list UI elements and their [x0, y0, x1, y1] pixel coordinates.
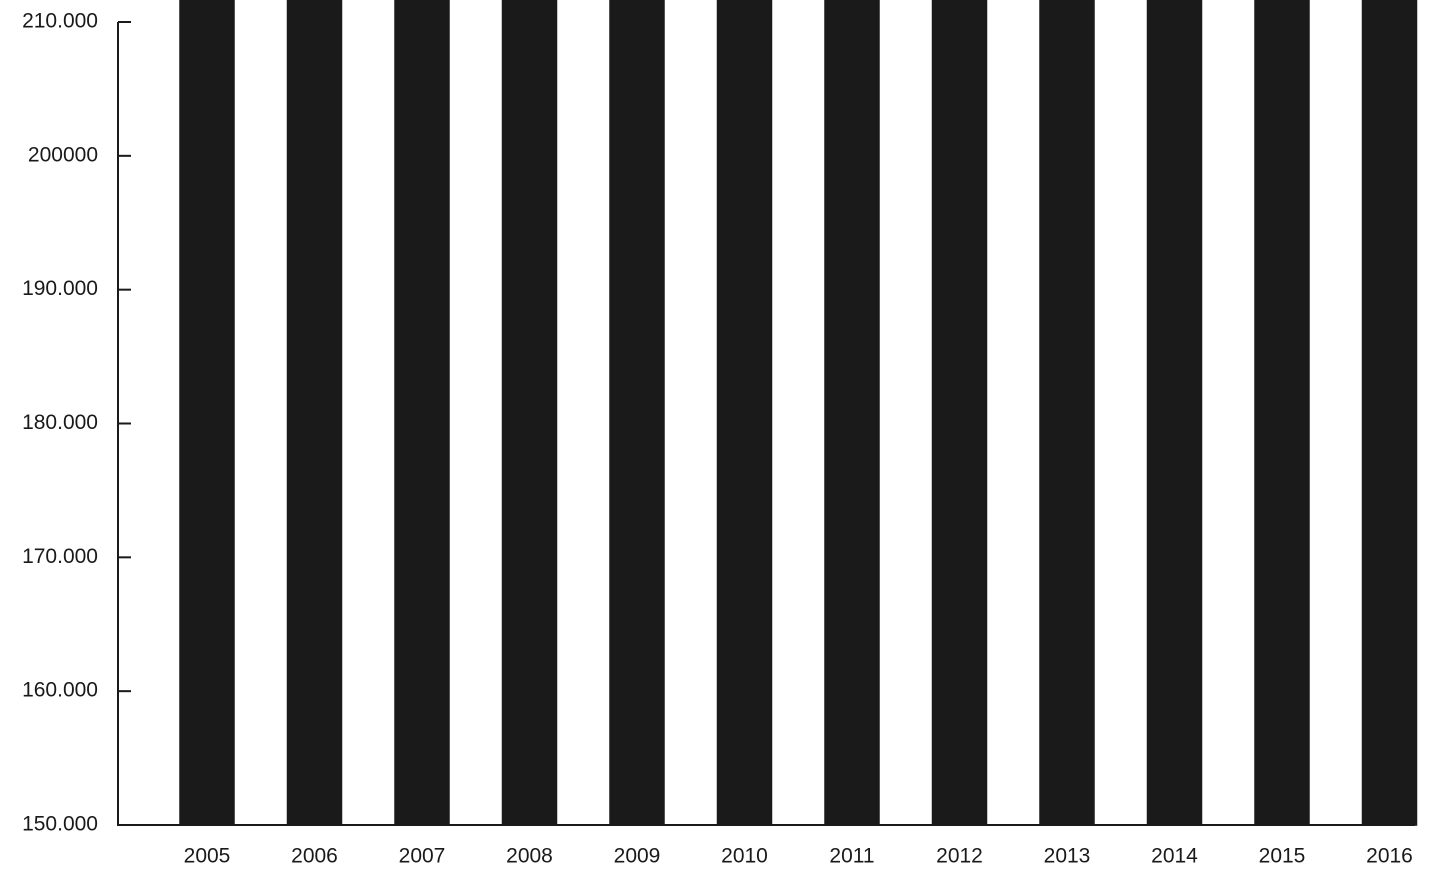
x-tick-label: 2016	[1366, 845, 1413, 868]
bar-segment	[1146, 0, 1203, 826]
y-tick-label: 170.000	[22, 545, 98, 568]
bar-segment	[394, 0, 450, 826]
y-tick-label: 190.000	[22, 277, 98, 300]
bar-segment	[931, 0, 988, 826]
x-tick-label: 2007	[399, 845, 446, 868]
x-tick-label: 2011	[829, 845, 874, 868]
x-tick-label: 2005	[184, 845, 231, 868]
bar-segment	[1039, 0, 1095, 826]
x-tick-label: 2012	[936, 845, 983, 868]
bar-segment	[1254, 0, 1310, 826]
x-tick-label: 2010	[721, 845, 768, 868]
x-tick-label: 2008	[506, 845, 553, 868]
y-tick-label: 210.000	[22, 10, 98, 33]
x-tick-label: 2006	[291, 845, 338, 868]
x-tick-label: 2009	[614, 845, 661, 868]
bar-segment	[179, 0, 235, 826]
y-tick-label: 200000	[28, 143, 98, 166]
bar-segment	[1361, 0, 1418, 826]
y-tick-label: 160.000	[22, 679, 98, 702]
bar-segment	[609, 0, 665, 826]
bar-segment	[286, 0, 343, 826]
bar-segment	[824, 0, 880, 826]
y-tick-label: 180.000	[22, 411, 98, 434]
x-tick-label: 2014	[1151, 845, 1198, 868]
x-tick-label: 2013	[1044, 845, 1091, 868]
y-tick-label: 150.000	[22, 813, 98, 836]
bar-segment	[716, 0, 773, 826]
x-tick-label: 2015	[1259, 845, 1306, 868]
bar-segment	[501, 0, 558, 826]
